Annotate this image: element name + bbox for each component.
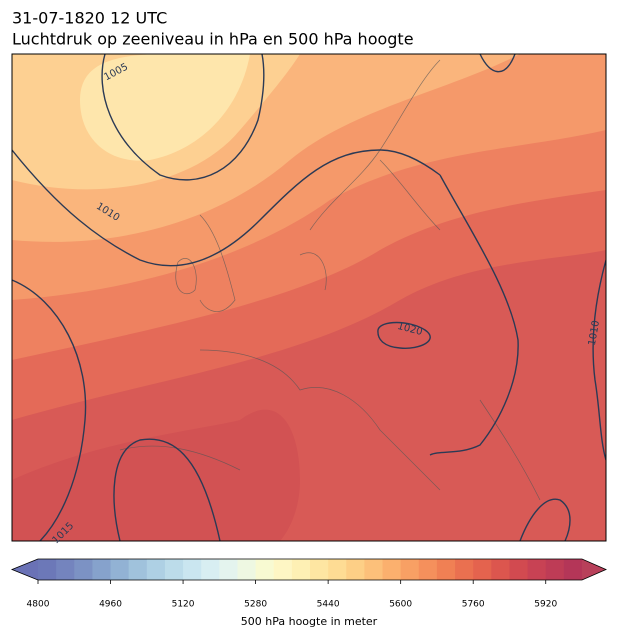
colorbar-band [92,559,112,580]
title: Luchtdruk op zeeniveau in hPa en 500 hPa… [12,30,414,49]
colorbar-band [164,559,184,580]
isobar [12,279,87,541]
colorbar-tick-label: 5120 [172,600,195,610]
colorbar-band [74,559,93,580]
isobar [479,54,516,73]
colorbar-tick-label: 4960 [99,600,122,610]
colorbar-band [491,559,510,580]
colorbar-tick-label: 5760 [462,600,485,610]
title-date: 31-07-1820 12 UTC [12,9,167,28]
isobar [101,54,265,181]
colorbar-tick-label: 5280 [244,600,267,610]
colorbar-band [509,559,529,580]
colorbar-band [400,559,420,580]
colorbar-band [38,559,57,580]
colorbar-band [291,559,311,580]
height-band [12,409,300,541]
map-frame [11,53,607,542]
colorbar-under [12,559,38,580]
colorbar-band [527,559,547,580]
colorbar-band [201,559,220,580]
isobar [592,259,606,461]
colorbar-outline [10,558,607,581]
colorbar-band [418,559,438,580]
colorbar-band [455,559,474,580]
colorbar-over [582,559,606,580]
colorbar-label: 500 hPa hoogte in meter [241,615,378,628]
colorbar-band [364,559,384,580]
colorbar-band [382,559,402,580]
colorbar: 4800 4960 5120 5280 5440 5600 5760 5920 [10,558,607,610]
isobar [377,321,431,349]
colorbar-tick-label: 5440 [317,600,340,610]
colorbar-band [146,559,166,580]
colorbar-band [183,559,202,580]
isobar [12,149,441,267]
colorbar-band [436,559,456,580]
colorbar-band [545,559,565,580]
colorbar-band [219,559,238,580]
colorbar-band [310,559,329,580]
colorbar-band [473,559,492,580]
colorbar-tick-label: 4800 [27,600,50,610]
height-band [80,54,250,161]
colorbar-band [346,559,365,580]
colorbar-tick-label: 5600 [389,600,412,610]
colorbar-band [255,559,275,580]
colorbar-tick-label: 5920 [534,600,557,610]
colorbar-band [237,559,257,580]
colorbar-band [56,559,75,580]
colorbar-band [110,559,130,580]
map [12,54,606,541]
isobar [519,498,571,541]
isobar [113,438,221,541]
contour-label: 1010 [587,320,602,347]
colorbar-band [563,559,583,580]
colorbar-band [273,559,293,580]
isobar [429,174,519,456]
colorbar-band [128,559,148,580]
colorbar-band [328,559,347,580]
